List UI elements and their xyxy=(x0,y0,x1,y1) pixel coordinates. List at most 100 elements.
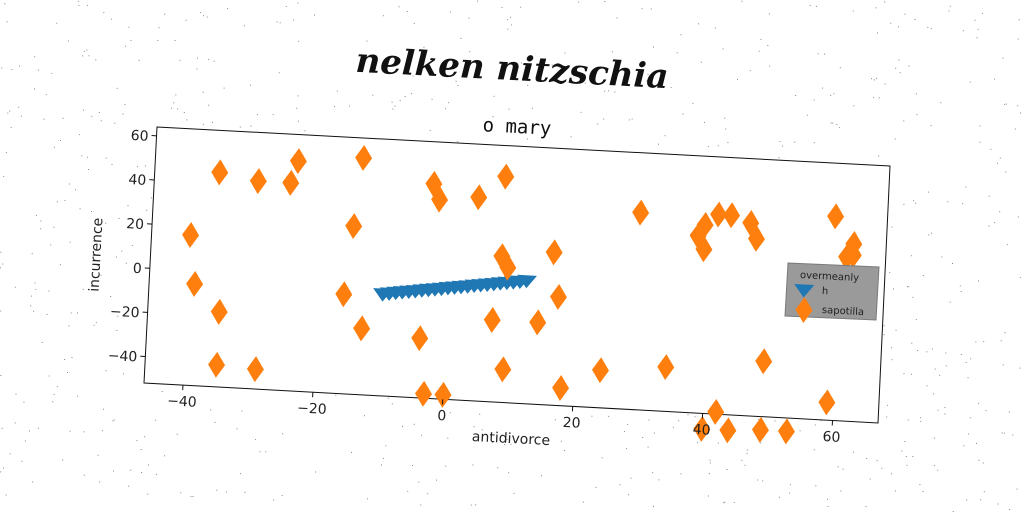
noise-dot xyxy=(138,59,140,61)
noise-dot xyxy=(1001,432,1003,434)
noise-dot xyxy=(128,26,130,28)
noise-dot xyxy=(884,1,886,3)
noise-dot xyxy=(86,4,88,6)
noise-dot xyxy=(460,37,462,39)
noise-dot xyxy=(83,431,85,433)
noise-dot xyxy=(20,115,22,117)
noise-dot xyxy=(3,175,5,177)
noise-dot xyxy=(140,449,142,450)
noise-dot xyxy=(883,325,885,327)
noise-dot xyxy=(506,19,508,21)
noise-dot xyxy=(40,220,42,222)
noise-dot xyxy=(68,325,70,327)
legend-entry-label: sapotilla xyxy=(822,305,865,318)
noise-dot xyxy=(883,334,885,336)
noise-dot xyxy=(578,1,580,3)
noise-dot xyxy=(51,72,53,74)
noise-dot xyxy=(37,69,39,71)
noise-dot xyxy=(281,495,283,497)
noise-dot xyxy=(619,484,621,486)
axes-frame xyxy=(143,126,891,424)
noise-dot xyxy=(871,78,872,80)
noise-dot xyxy=(1008,411,1010,413)
x-tick-label: −20 xyxy=(297,400,327,418)
noise-dot xyxy=(206,16,208,18)
noise-dot xyxy=(387,397,389,399)
noise-dot xyxy=(757,479,759,481)
noise-dot xyxy=(554,419,556,421)
noise-dot xyxy=(799,430,801,432)
noise-dot xyxy=(930,28,932,30)
noise-dot xyxy=(144,436,146,438)
x-tick-label: 0 xyxy=(437,408,447,424)
noise-dot xyxy=(717,145,719,147)
noise-dot xyxy=(40,228,42,230)
noise-dot xyxy=(708,473,710,475)
noise-dot xyxy=(208,59,210,61)
noise-dot xyxy=(962,30,964,32)
noise-dot xyxy=(969,417,971,419)
noise-dot xyxy=(749,70,751,72)
noise-dot xyxy=(628,119,630,121)
noise-dot xyxy=(603,118,605,120)
noise-dot xyxy=(202,123,204,125)
noise-dot xyxy=(157,39,159,41)
noise-dot xyxy=(227,8,229,10)
noise-dot xyxy=(979,141,981,143)
noise-dot xyxy=(1019,367,1021,369)
noise-dot xyxy=(698,23,700,25)
noise-dot xyxy=(974,19,976,21)
noise-dot xyxy=(682,113,684,115)
noise-dot xyxy=(1002,57,1004,59)
noise-dot xyxy=(33,310,35,312)
noise-dot xyxy=(744,464,746,466)
noise-dot xyxy=(1002,364,1004,366)
noise-dot xyxy=(907,419,909,421)
noise-dot xyxy=(977,28,979,30)
noise-dot xyxy=(1003,432,1005,434)
noise-dot xyxy=(24,440,26,442)
noise-dot xyxy=(492,116,494,118)
noise-dot xyxy=(948,10,950,12)
noise-dot xyxy=(560,440,562,442)
noise-dot xyxy=(125,45,127,47)
noise-dot xyxy=(105,222,107,224)
noise-dot xyxy=(789,484,791,486)
noise-dot xyxy=(779,141,781,142)
noise-dot xyxy=(660,69,662,71)
noise-dot xyxy=(31,253,33,255)
noise-dot xyxy=(447,437,449,439)
noise-dot xyxy=(904,441,906,442)
noise-dot xyxy=(520,62,522,64)
noise-dot xyxy=(213,60,215,62)
noise-dot xyxy=(914,19,916,20)
noise-dot xyxy=(911,373,912,375)
noise-dot xyxy=(1020,112,1022,114)
noise-dot xyxy=(143,130,145,132)
noise-dot xyxy=(48,375,50,377)
legend-entries: h sapotilla xyxy=(794,283,865,323)
noise-dot xyxy=(999,157,1001,159)
noise-dot xyxy=(717,442,719,444)
noise-dot xyxy=(82,288,84,290)
sapotilla-point xyxy=(707,398,725,425)
noise-dot xyxy=(937,469,939,471)
noise-dot xyxy=(901,450,903,452)
noise-dot xyxy=(687,414,689,416)
noise-dot xyxy=(944,407,946,409)
noise-dot xyxy=(91,211,92,212)
noise-dot xyxy=(407,490,409,492)
noise-dot xyxy=(913,200,915,202)
noise-dot xyxy=(591,415,593,417)
noise-dot xyxy=(926,351,928,353)
sapotilla-point xyxy=(425,170,443,197)
noise-dot xyxy=(124,103,126,105)
noise-dot xyxy=(0,251,2,253)
noise-dot xyxy=(511,24,513,26)
noise-dot xyxy=(255,439,257,441)
noise-dot xyxy=(527,84,529,86)
noise-dot xyxy=(190,496,192,498)
noise-dot xyxy=(67,372,68,373)
noise-dot xyxy=(874,79,875,81)
noise-dot xyxy=(611,51,613,53)
